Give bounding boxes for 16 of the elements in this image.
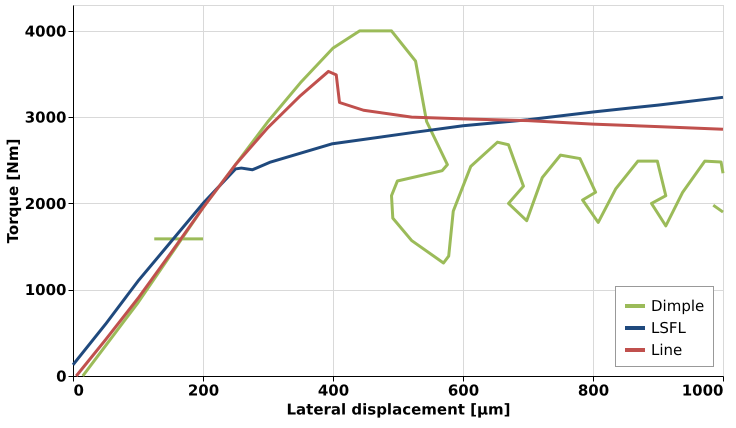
x-tick-label: 800 <box>578 382 610 400</box>
y-tick-label: 4000 <box>24 22 66 40</box>
y-tick-label: 3000 <box>24 108 66 127</box>
y-tick-label: 0 <box>56 368 66 386</box>
y-axis-title: Torque [Nm] <box>4 138 22 244</box>
y-tick-label: 1000 <box>24 281 66 300</box>
x-tick-label: 400 <box>318 382 350 400</box>
x-tick-label: 200 <box>188 382 220 400</box>
x-axis-title: Lateral displacement [µm] <box>286 400 511 418</box>
y-tick-label: 2000 <box>24 194 66 213</box>
x-tick-label: 1000 <box>682 382 724 400</box>
x-tick-label: 600 <box>448 382 480 400</box>
legend-label: Dimple <box>651 297 704 315</box>
legend-label: Line <box>651 341 682 359</box>
legend-label: LSFL <box>651 319 687 337</box>
x-tick-label: 0 <box>74 382 84 400</box>
